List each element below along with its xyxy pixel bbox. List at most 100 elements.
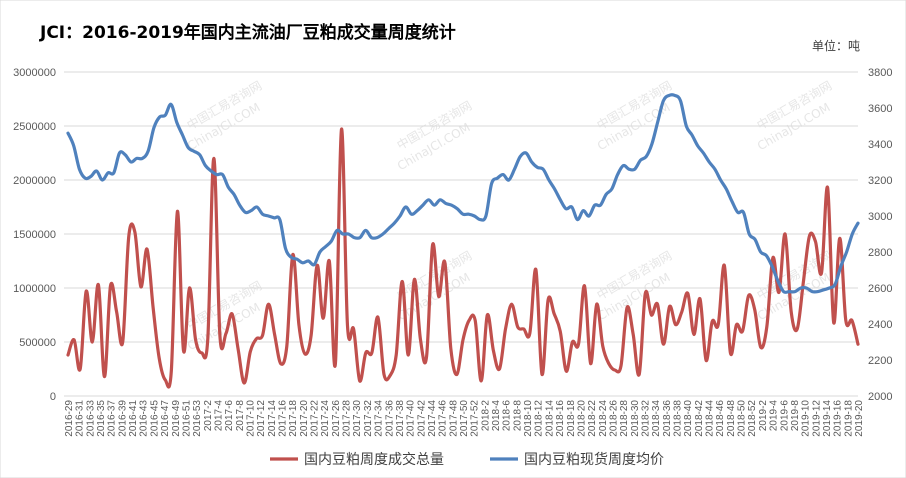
x-tick-label: 2018-6 [502, 400, 513, 432]
x-tick-label: 2017-20 [299, 400, 310, 437]
x-tick-label: 2016-45 [149, 400, 160, 437]
x-tick-label: 2017-26 [331, 400, 342, 437]
x-tick-label: 2018-22 [587, 400, 598, 437]
x-tick-label: 2016-35 [96, 400, 107, 437]
left-tick-label: 2000000 [13, 175, 56, 187]
x-tick-label: 2016-37 [107, 400, 118, 437]
x-tick-label: 2019-20 [854, 400, 865, 437]
right-tick-label: 3800 [868, 67, 892, 79]
left-tick-label: 500000 [19, 337, 56, 349]
x-tick-label: 2016-51 [181, 400, 192, 437]
x-tick-label: 2017-30 [352, 400, 363, 437]
right-tick-label: 3600 [868, 103, 892, 115]
x-tick-label: 2016-33 [85, 400, 96, 437]
x-tick-label: 2017-40 [406, 400, 417, 437]
x-tick-label: 2017-34 [374, 400, 385, 437]
series-line-volume [66, 127, 860, 389]
right-tick-label: 2200 [868, 355, 892, 367]
x-tick-label: 2018-38 [673, 400, 684, 437]
x-tick-label: 2019-14 [822, 400, 833, 437]
legend-label-price: 国内豆粕现货周度均价 [524, 451, 664, 468]
x-tick-label: 2019-6 [779, 400, 790, 432]
x-tick-label: 2018-10 [523, 400, 534, 437]
x-tick-label: 2017-38 [395, 400, 406, 437]
x-tick-label: 2016-39 [117, 400, 128, 437]
x-tick-label: 2018-52 [747, 400, 758, 437]
x-tick-label: 2019-8 [790, 400, 801, 432]
left-y-axis: 0 500000 1000000 1500000 2000000 2500000 30000… [13, 67, 56, 403]
x-tick-label: 2017-16 [278, 400, 289, 437]
x-tick-label: 2016-41 [128, 400, 139, 437]
x-tick-label: 2019-16 [833, 400, 844, 437]
x-tick-label: 2016-53 [192, 400, 203, 437]
x-tick-label: 2017-14 [267, 400, 278, 437]
x-tick-label: 2017-32 [363, 400, 374, 437]
x-tick-label: 2018-2 [480, 400, 491, 432]
x-tick-label: 2018-18 [566, 400, 577, 437]
x-tick-label: 2016-31 [75, 400, 86, 437]
x-tick-label: 2016-43 [139, 400, 150, 437]
x-tick-label: 2017-4 [213, 400, 224, 432]
x-tick-label: 2017-18 [288, 400, 299, 437]
x-tick-label: 2016-29 [64, 400, 75, 437]
x-tick-label: 2017-52 [470, 400, 481, 437]
x-tick-label: 2019-18 [843, 400, 854, 437]
x-tick-label: 2018-12 [534, 400, 545, 437]
x-tick-label: 2019-10 [801, 400, 812, 437]
x-tick-label: 2018-46 [715, 400, 726, 437]
x-tick-label: 2017-8 [235, 400, 246, 432]
x-tick-label: 2019-2 [758, 400, 769, 432]
x-tick-label: 2019-12 [811, 400, 822, 437]
x-tick-label: 2017-48 [448, 400, 459, 437]
left-tick-label: 1000000 [13, 283, 56, 295]
x-tick-label: 2018-16 [555, 400, 566, 437]
x-tick-label: 2018-44 [705, 400, 716, 437]
x-tick-label: 2018-26 [608, 400, 619, 437]
left-tick-label: 2500000 [13, 121, 56, 133]
chart-title: JCI：2016-2019年国内主流油厂豆粕成交量周度统计 [39, 22, 456, 43]
x-tick-label: 2018-14 [544, 400, 555, 437]
legend: 国内豆粕周度成交总量 国内豆粕现货周度均价 [270, 451, 664, 468]
x-tick-label: 2017-10 [245, 400, 256, 437]
x-tick-label: 2017-42 [416, 400, 427, 437]
x-tick-label: 2018-32 [640, 400, 651, 437]
x-tick-label: 2018-50 [737, 400, 748, 437]
x-axis: 2016-29 2016-31 2016-33 2016-35 2016-37 2016-… [64, 400, 865, 437]
x-tick-label: 2018-42 [694, 400, 705, 437]
x-tick-label: 2018-30 [630, 400, 641, 437]
right-tick-label: 2600 [868, 283, 892, 295]
x-tick-label: 2018-34 [651, 400, 662, 437]
left-tick-label: 0 [50, 391, 56, 403]
series-line-price [66, 93, 860, 294]
x-tick-label: 2017-36 [384, 400, 395, 437]
x-tick-label: 2018-40 [683, 400, 694, 437]
x-tick-label: 2018-4 [491, 400, 502, 432]
x-tick-label: 2017-28 [342, 400, 353, 437]
x-tick-label: 2016-47 [160, 400, 171, 437]
right-tick-label: 2800 [868, 247, 892, 259]
right-tick-label: 3000 [868, 211, 892, 223]
x-tick-label: 2017-2 [203, 400, 214, 432]
x-tick-label: 2017-46 [438, 400, 449, 437]
x-tick-label: 2018-36 [662, 400, 673, 437]
right-tick-label: 2400 [868, 319, 892, 331]
x-tick-label: 2016-49 [171, 400, 182, 437]
left-tick-label: 3000000 [13, 67, 56, 79]
x-tick-label: 2017-6 [224, 400, 235, 432]
x-tick-label: 2018-24 [598, 400, 609, 437]
x-tick-label: 2017-12 [256, 400, 267, 437]
legend-label-volume: 国内豆粕周度成交总量 [304, 451, 444, 468]
right-tick-label: 3200 [868, 175, 892, 187]
x-tick-label: 2017-22 [310, 400, 321, 437]
left-tick-label: 1500000 [13, 229, 56, 241]
unit-label: 单位：吨 [812, 38, 860, 53]
right-tick-label: 2000 [868, 391, 892, 403]
x-tick-label: 2018-20 [576, 400, 587, 437]
series-layer [66, 93, 860, 389]
x-tick-label: 2018-8 [512, 400, 523, 432]
x-tick-label: 2017-50 [459, 400, 470, 437]
right-tick-label: 3400 [868, 139, 892, 151]
x-tick-label: 2017-24 [320, 400, 331, 437]
x-tick-label: 2018-48 [726, 400, 737, 437]
